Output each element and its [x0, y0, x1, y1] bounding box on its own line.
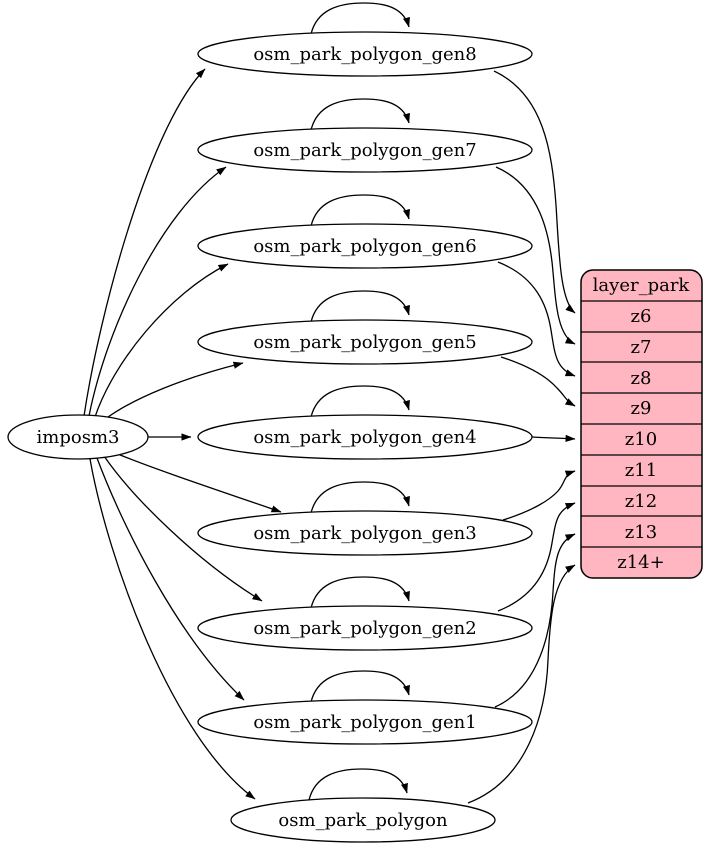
node-osm-park-polygon-gen7: osm_park_polygon_gen7	[197, 127, 533, 173]
gen6-ellipse	[197, 223, 533, 269]
row-z13: z13	[625, 522, 657, 543]
edge-gen2-self-loop	[310, 576, 410, 609]
row-z7: z7	[631, 337, 652, 358]
edge-gen3-self-loop	[310, 481, 410, 514]
edge-group	[83, 2, 576, 804]
imposm3-label: imposm3	[37, 427, 120, 448]
row-z8: z8	[631, 368, 652, 389]
node-osm-park-polygon-gen8: osm_park_polygon_gen8	[197, 31, 533, 77]
edge-imposm3-to-gen6	[94, 263, 229, 418]
gen1-ellipse	[197, 699, 533, 745]
node-layer-park: layer_park z6 z7 z8 z9 z10 z11 z12 z13 z…	[580, 269, 703, 579]
node-osm-park-polygon-gen5: osm_park_polygon_gen5	[197, 319, 533, 365]
polygon-label: osm_park_polygon	[278, 810, 448, 831]
edge-gen1-to-z13	[494, 533, 576, 708]
gen4-ellipse	[197, 414, 533, 460]
node-osm-park-polygon-gen4: osm_park_polygon_gen4	[197, 414, 533, 460]
edge-gen6-to-z8	[497, 261, 576, 377]
edge-gen8-to-z6	[493, 70, 576, 314]
imposm3-ellipse	[7, 414, 149, 460]
row-z9: z9	[631, 398, 652, 419]
edge-imposm3-to-gen1	[96, 457, 245, 701]
gen7-ellipse	[197, 127, 533, 173]
edge-gen5-to-z9	[500, 356, 576, 407]
edge-gen4-to-z10	[531, 434, 576, 442]
edge-imposm3-to-gen8	[83, 68, 206, 417]
gen8-ellipse	[197, 31, 533, 77]
node-osm-park-polygon-gen1: osm_park_polygon_gen1	[197, 699, 533, 745]
gen5-ellipse	[197, 319, 533, 365]
gen2-ellipse	[197, 605, 533, 651]
edge-gen1-self-loop	[310, 670, 410, 703]
gen5-label: osm_park_polygon_gen5	[253, 332, 476, 353]
node-imposm3: imposm3	[7, 414, 149, 460]
edge-imposm3-to-gen7	[88, 166, 227, 417]
node-osm-park-polygon-gen6: osm_park_polygon_gen6	[197, 223, 533, 269]
edge-gen4-self-loop	[310, 385, 410, 418]
edge-polygon-self-loop	[308, 768, 408, 801]
node-osm-park-polygon-gen3: osm_park_polygon_gen3	[197, 510, 533, 556]
edge-gen2-to-z12	[497, 502, 576, 612]
edge-gen6-self-loop	[310, 194, 410, 227]
edge-imposm3-to-gen2	[103, 455, 263, 602]
gen1-label: osm_park_polygon_gen1	[253, 712, 476, 733]
layer-park-title: layer_park	[593, 275, 691, 296]
gen3-ellipse	[197, 510, 533, 556]
gen3-label: osm_park_polygon_gen3	[253, 523, 476, 544]
gen2-label: osm_park_polygon_gen2	[253, 618, 476, 639]
row-z10: z10	[625, 429, 657, 450]
gen8-label: osm_park_polygon_gen8	[253, 44, 476, 65]
edge-gen8-self-loop	[310, 2, 410, 35]
row-z6: z6	[631, 306, 652, 327]
edge-gen5-self-loop	[310, 290, 410, 323]
row-z11: z11	[625, 460, 657, 481]
edge-gen3-to-z11	[502, 470, 576, 521]
node-osm-park-polygon-gen2: osm_park_polygon_gen2	[197, 605, 533, 651]
gen6-label: osm_park_polygon_gen6	[253, 236, 476, 257]
edge-imposm3-to-gen3	[112, 451, 282, 513]
edge-imposm3-to-gen5	[103, 361, 244, 421]
gen7-label: osm_park_polygon_gen7	[253, 140, 476, 161]
edge-gen7-to-z7	[495, 166, 576, 345]
row-z12: z12	[625, 491, 657, 512]
gen4-label: osm_park_polygon_gen4	[253, 427, 476, 448]
edge-polygon-to-z14	[467, 564, 576, 804]
node-osm-park-polygon: osm_park_polygon	[230, 797, 496, 843]
row-z14: z14+	[617, 552, 664, 573]
polygon-ellipse	[230, 797, 496, 843]
edge-gen7-self-loop	[310, 98, 410, 131]
edge-imposm3-to-polygon	[89, 458, 256, 800]
